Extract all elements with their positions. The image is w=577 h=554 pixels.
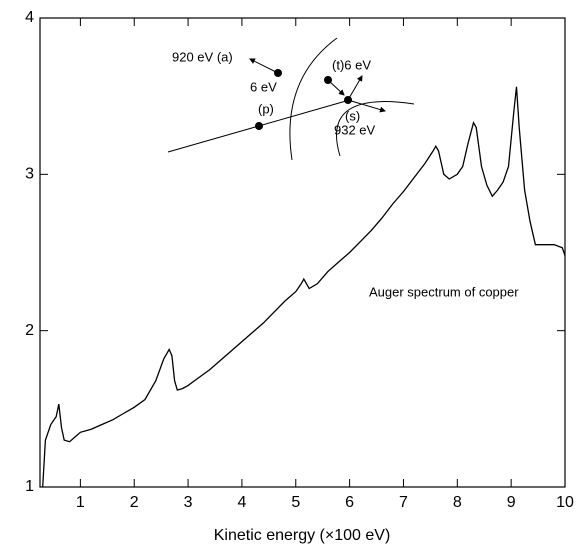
x-tick-label: 9 [507,494,516,511]
arrow [347,75,363,101]
arc [336,101,415,157]
y-tick-label: 2 [25,322,34,339]
x-tick-label: 1 [76,494,85,511]
x-axis-label: Kinetic energy (×100 eV) [214,527,391,544]
x-tick-label: 6 [345,494,354,511]
arc [289,37,338,161]
annotation: 920 eV (a) [172,49,233,64]
annotation: 932 eV [334,122,376,137]
x-tick-label: 8 [453,494,462,511]
line [42,86,566,488]
y-tick-label: 1 [25,478,34,495]
y-tick-label: 3 [25,166,34,183]
annotation: (s) [345,108,360,123]
arrow [249,58,279,74]
plot-frame [39,17,566,488]
diagram [167,37,415,161]
y-tick-label: 4 [25,9,34,26]
x-tick-label: 2 [130,494,139,511]
annotation: 6 eV [250,79,277,94]
dot [255,122,263,130]
annotation: (p) [258,101,274,116]
arrow [347,99,386,113]
x-tick-label: 5 [291,494,300,511]
dot [324,76,332,84]
x-tick-label: 4 [237,494,246,511]
dot [344,96,352,104]
annotation: Auger spectrum of copper [369,284,519,299]
annotation: (t)6 eV [332,57,371,72]
dot [274,69,282,77]
x-tick-label: 10 [556,494,574,511]
x-tick-label: 7 [399,494,408,511]
x-tick-label: 3 [184,494,193,511]
